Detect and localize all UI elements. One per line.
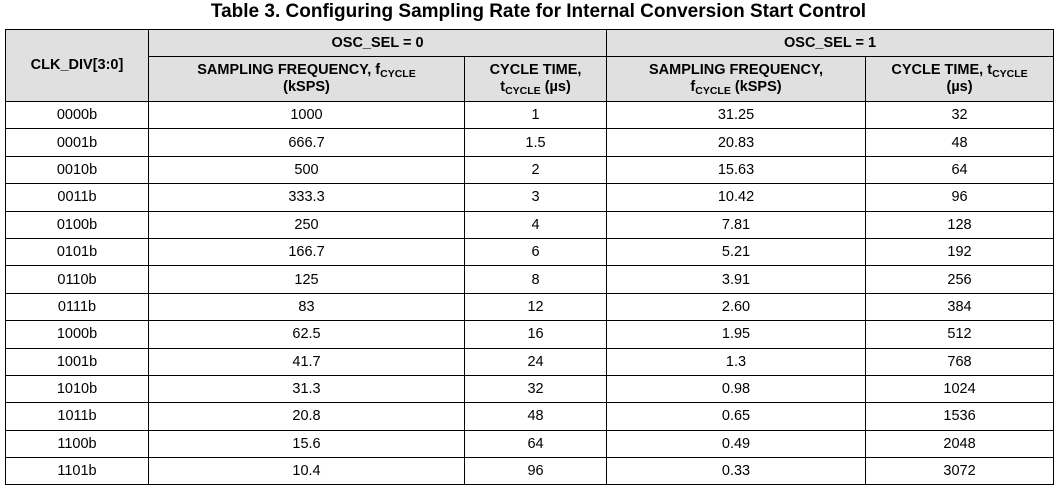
table-row: 0101b 166.7 6 5.21 192 [5, 237, 1055, 267]
clk-div-cell: 0010b [5, 155, 149, 185]
osc0-frequency-cell: 15.6 [148, 429, 465, 459]
osc1-cycle-time-cell: 32 [865, 100, 1055, 130]
osc1-frequency-cell: 0.65 [606, 402, 867, 431]
header-row-group: CLK_DIV[3:0] OSC_SEL = 0 OSC_SEL = 1 [5, 29, 1055, 102]
osc1-cycle-time-cell: 384 [865, 292, 1055, 322]
osc0-cycle-time-cell: 16 [463, 320, 608, 349]
osc1-cycle-time-cell: 512 [865, 320, 1055, 349]
osc1-cycle-time-cell: 768 [865, 347, 1055, 376]
osc0-frequency-cell: 41.7 [148, 347, 465, 376]
osc1-frequency-cell: 1.95 [606, 320, 867, 349]
table-row: 1011b 20.8 48 0.65 1536 [5, 402, 1055, 431]
osc1-frequency-cell: 31.25 [606, 100, 867, 130]
table-row: 1010b 31.3 32 0.98 1024 [5, 374, 1055, 404]
table-row: 1001b 41.7 24 1.3 768 [5, 347, 1055, 376]
header-osc0-sampling-frequency: SAMPLING FREQUENCY, fCYCLE (kSPS) [148, 56, 465, 102]
table-row: 1000b 62.5 16 1.95 512 [5, 320, 1055, 349]
osc1-frequency-cell: 0.49 [606, 429, 867, 459]
osc1-cycle-time-cell: 1536 [865, 402, 1055, 431]
osc0-frequency-cell: 20.8 [148, 402, 465, 431]
header-osc1-sampling-frequency: SAMPLING FREQUENCY, fCYCLE (kSPS) [606, 56, 867, 102]
clk-div-cell: 1100b [5, 429, 149, 459]
table-row: 1101b 10.4 96 0.33 3072 [5, 457, 1055, 486]
osc1-cycle-time-cell: 256 [865, 265, 1055, 294]
header-osc-sel-1: OSC_SEL = 1 [606, 29, 1055, 57]
clk-div-cell: 0110b [5, 265, 149, 294]
osc1-frequency-cell: 7.81 [606, 210, 867, 239]
header-row-columns: SAMPLING FREQUENCY, fCYCLE (kSPS) CYCLE … [6, 56, 1055, 102]
osc0-frequency-cell: 83 [148, 292, 465, 322]
osc1-cycle-time-cell: 48 [865, 128, 1055, 157]
clk-div-cell: 1000b [5, 320, 149, 349]
osc0-cycle-time-cell: 96 [463, 457, 608, 486]
osc0-frequency-cell: 10.4 [148, 457, 465, 486]
osc0-cycle-time-cell: 6 [463, 237, 608, 267]
table-row: 0100b 250 4 7.81 128 [5, 210, 1055, 239]
osc0-frequency-cell: 250 [148, 210, 465, 239]
osc0-cycle-time-cell: 1.5 [463, 128, 608, 157]
osc0-cycle-time-cell: 8 [463, 265, 608, 294]
osc0-cycle-time-cell: 12 [463, 292, 608, 322]
osc0-frequency-cell: 666.7 [148, 128, 465, 157]
osc1-frequency-cell: 10.42 [606, 183, 867, 212]
osc1-frequency-cell: 0.33 [606, 457, 867, 486]
osc0-cycle-time-cell: 48 [463, 402, 608, 431]
table-row: 0010b 500 2 15.63 64 [5, 155, 1055, 185]
header-osc-sel-0: OSC_SEL = 0 [147, 29, 608, 57]
osc0-cycle-time-cell: 32 [463, 374, 608, 404]
table-row: 1100b 15.6 64 0.49 2048 [5, 429, 1055, 459]
osc0-frequency-cell: 1000 [148, 100, 465, 130]
osc1-frequency-cell: 3.91 [606, 265, 867, 294]
sampling-rate-table: CLK_DIV[3:0] OSC_SEL = 0 OSC_SEL = 1 SAM… [5, 29, 1055, 486]
osc1-cycle-time-cell: 192 [865, 237, 1055, 267]
clk-div-cell: 0111b [5, 292, 149, 322]
header-osc0-cycle-time: CYCLE TIME, tCYCLE (µs) [463, 56, 608, 102]
clk-div-cell: 0100b [5, 210, 149, 239]
table-title: Table 3. Configuring Sampling Rate for I… [210, 1, 867, 22]
osc1-frequency-cell: 15.63 [606, 155, 867, 185]
header-clk-div: CLK_DIV[3:0] [5, 29, 149, 102]
osc0-cycle-time-cell: 1 [463, 100, 608, 130]
clk-div-cell: 1011b [5, 402, 149, 431]
osc1-frequency-cell: 0.98 [606, 374, 867, 404]
clk-div-cell: 0000b [5, 100, 149, 130]
osc1-cycle-time-cell: 96 [865, 183, 1055, 212]
table-row: 0001b 666.7 1.5 20.83 48 [5, 128, 1055, 157]
osc0-cycle-time-cell: 4 [463, 210, 608, 239]
osc0-cycle-time-cell: 24 [463, 347, 608, 376]
osc1-frequency-cell: 2.60 [606, 292, 867, 322]
osc0-frequency-cell: 333.3 [148, 183, 465, 212]
osc1-frequency-cell: 20.83 [606, 128, 867, 157]
osc0-frequency-cell: 62.5 [148, 320, 465, 349]
osc0-cycle-time-cell: 2 [463, 155, 608, 185]
table-row: 0110b 125 8 3.91 256 [5, 265, 1055, 294]
osc1-frequency-cell: 5.21 [606, 237, 867, 267]
osc1-cycle-time-cell: 2048 [865, 429, 1055, 459]
clk-div-cell: 1101b [5, 457, 149, 486]
osc0-cycle-time-cell: 3 [463, 183, 608, 212]
osc1-cycle-time-cell: 3072 [865, 457, 1055, 486]
osc1-cycle-time-cell: 1024 [865, 374, 1055, 404]
osc1-cycle-time-cell: 128 [865, 210, 1055, 239]
osc0-frequency-cell: 31.3 [148, 374, 465, 404]
header-osc1-cycle-time: CYCLE TIME, tCYCLE (µs) [865, 56, 1055, 102]
clk-div-cell: 0011b [5, 183, 149, 212]
table-row: 0011b 333.3 3 10.42 96 [5, 183, 1055, 212]
table-body: 0000b 1000 1 31.25 32 0001b 666.7 1.5 20.83 48 0… [5, 100, 1055, 486]
osc1-cycle-time-cell: 64 [865, 155, 1055, 185]
osc0-frequency-cell: 500 [148, 155, 465, 185]
clk-div-cell: 1001b [5, 347, 149, 376]
osc0-frequency-cell: 125 [148, 265, 465, 294]
clk-div-cell: 0101b [5, 237, 149, 267]
clk-div-cell: 0001b [5, 128, 149, 157]
table-row: 0111b 83 12 2.60 384 [5, 292, 1055, 322]
table-row: 0000b 1000 1 31.25 32 [5, 100, 1055, 130]
osc0-frequency-cell: 166.7 [148, 237, 465, 267]
osc0-cycle-time-cell: 64 [463, 429, 608, 459]
clk-div-cell: 1010b [5, 374, 149, 404]
osc1-frequency-cell: 1.3 [606, 347, 867, 376]
